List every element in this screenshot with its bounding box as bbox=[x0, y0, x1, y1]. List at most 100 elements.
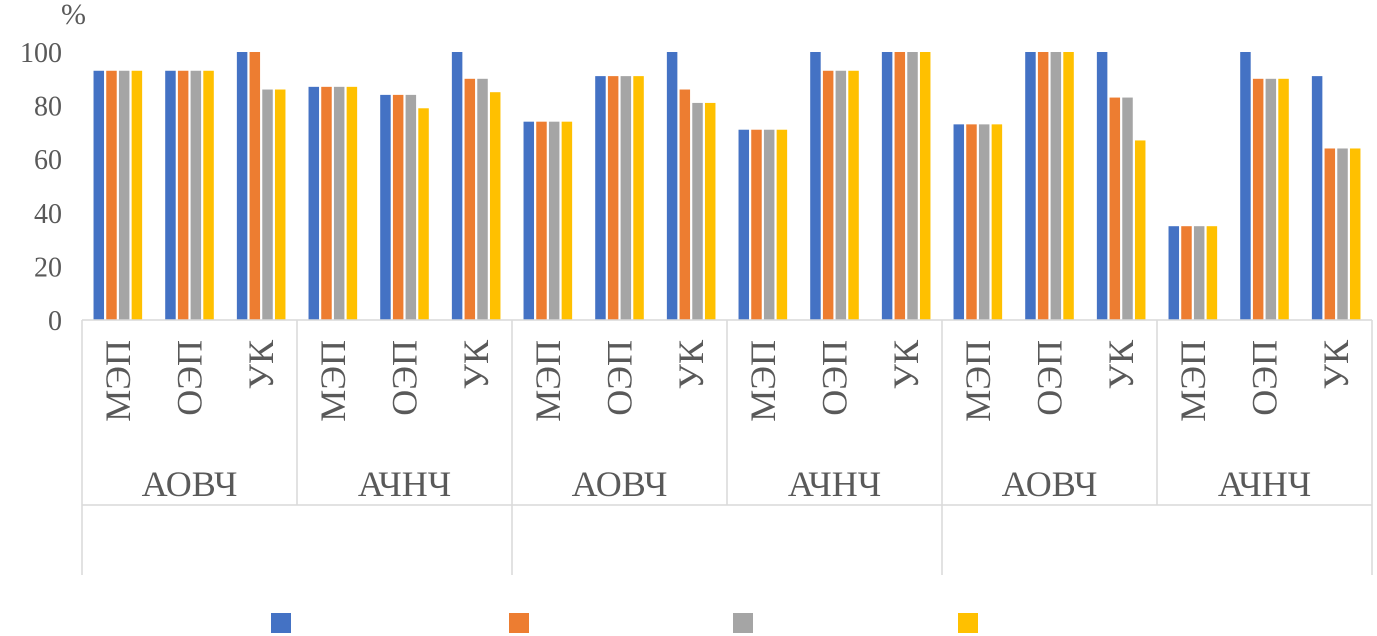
y-axis-unit-label: % bbox=[61, 0, 86, 31]
bar bbox=[93, 70, 105, 320]
bar bbox=[203, 70, 214, 320]
bar bbox=[249, 52, 261, 320]
bar bbox=[1122, 97, 1133, 320]
bar bbox=[763, 129, 775, 320]
bar bbox=[477, 78, 488, 320]
bar bbox=[704, 102, 716, 320]
bar bbox=[489, 92, 501, 320]
bar bbox=[333, 86, 345, 320]
bar bbox=[1063, 52, 1074, 320]
x-tick-label: МЭП bbox=[958, 340, 998, 422]
x-tick-label: УК bbox=[456, 339, 496, 389]
y-tick-label: 20 bbox=[34, 252, 62, 283]
legend-swatch bbox=[509, 613, 529, 633]
bar bbox=[991, 124, 1003, 320]
x-tick-label: ОЭП bbox=[600, 340, 640, 416]
bar bbox=[1050, 52, 1062, 320]
bar bbox=[1265, 78, 1277, 320]
bar bbox=[595, 76, 606, 321]
x-tick-label: ОЭП bbox=[1245, 340, 1285, 416]
bar bbox=[978, 124, 990, 320]
bar bbox=[321, 86, 332, 320]
x-group-label: АЧНЧ bbox=[358, 464, 451, 504]
bar bbox=[1311, 76, 1323, 321]
legend-swatch bbox=[733, 613, 753, 633]
bar bbox=[308, 86, 320, 320]
bar bbox=[919, 52, 931, 320]
bar bbox=[953, 124, 965, 320]
y-tick-label: 100 bbox=[20, 38, 62, 69]
x-tick-label: ОЭП bbox=[170, 340, 210, 416]
x-tick-label: УК bbox=[1101, 339, 1141, 389]
bar bbox=[679, 89, 691, 321]
bar bbox=[776, 129, 788, 320]
bar bbox=[738, 129, 750, 320]
bar bbox=[165, 70, 176, 320]
x-tick-label: ОЭП bbox=[1030, 340, 1070, 416]
bar bbox=[620, 76, 632, 321]
x-tick-label: МЭП bbox=[1173, 340, 1213, 422]
x-group-label: АОВЧ bbox=[572, 464, 668, 504]
bar bbox=[1324, 148, 1336, 320]
x-axis: МЭП ОЭП УК МЭП ОЭП УК МЭП ОЭП УК МЭП ОЭП УК МЭП ОЭП УК… bbox=[81, 319, 1373, 575]
x-tick-label: УК bbox=[671, 339, 711, 389]
bar bbox=[1025, 52, 1036, 320]
x-group-label: АОВЧ bbox=[1002, 464, 1098, 504]
x-tick-label: УК bbox=[241, 339, 281, 389]
bar bbox=[1134, 140, 1146, 320]
bar bbox=[464, 78, 476, 320]
bar bbox=[523, 121, 535, 321]
bar bbox=[346, 86, 358, 320]
x-group-label: АЧНЧ bbox=[788, 464, 881, 504]
bar bbox=[190, 70, 202, 320]
legend-swatch bbox=[271, 613, 291, 633]
x-group-label: АОВЧ bbox=[142, 464, 238, 504]
bar bbox=[177, 70, 189, 320]
bar bbox=[1337, 148, 1348, 320]
bar bbox=[1168, 226, 1180, 320]
bar bbox=[392, 94, 404, 320]
x-tick-label: УК bbox=[1316, 339, 1356, 389]
bar bbox=[907, 52, 918, 320]
x-tick-label: ОЭП bbox=[815, 340, 855, 416]
bar bbox=[536, 121, 547, 321]
bar bbox=[1181, 226, 1192, 320]
bar bbox=[822, 70, 834, 320]
y-tick-label: 80 bbox=[34, 92, 62, 123]
x-group-label: АЧНЧ bbox=[1218, 464, 1311, 504]
bar bbox=[835, 70, 847, 320]
y-axis: 0 20 40 60 80 100 bbox=[20, 38, 62, 337]
bar bbox=[1278, 78, 1289, 320]
legend-swatch bbox=[958, 613, 978, 633]
y-tick-label: 0 bbox=[48, 306, 62, 337]
bar bbox=[274, 89, 286, 321]
bar bbox=[633, 76, 644, 321]
bar bbox=[1240, 52, 1251, 320]
bar bbox=[1252, 78, 1264, 320]
bar bbox=[751, 129, 762, 320]
x-tick-label: ОЭП bbox=[385, 340, 425, 416]
x-tick-label: МЭП bbox=[313, 340, 353, 422]
legend bbox=[271, 613, 978, 633]
bar bbox=[418, 108, 429, 320]
y-tick-label: 40 bbox=[34, 199, 62, 230]
bar bbox=[1206, 226, 1218, 320]
bar bbox=[1109, 97, 1121, 320]
bar bbox=[561, 121, 573, 321]
x-tick-label: МЭП bbox=[743, 340, 783, 422]
y-tick-label: 60 bbox=[34, 145, 62, 176]
bar bbox=[1096, 52, 1108, 320]
bar bbox=[881, 52, 893, 320]
bar bbox=[106, 70, 117, 320]
bar bbox=[236, 52, 248, 320]
bar bbox=[451, 52, 463, 320]
bar bbox=[548, 121, 560, 321]
bars bbox=[93, 52, 1361, 321]
bar bbox=[1349, 148, 1361, 320]
bar bbox=[848, 70, 859, 320]
bar bbox=[1193, 226, 1205, 320]
bar bbox=[966, 124, 977, 320]
bar bbox=[894, 52, 906, 320]
bar bbox=[810, 52, 821, 320]
